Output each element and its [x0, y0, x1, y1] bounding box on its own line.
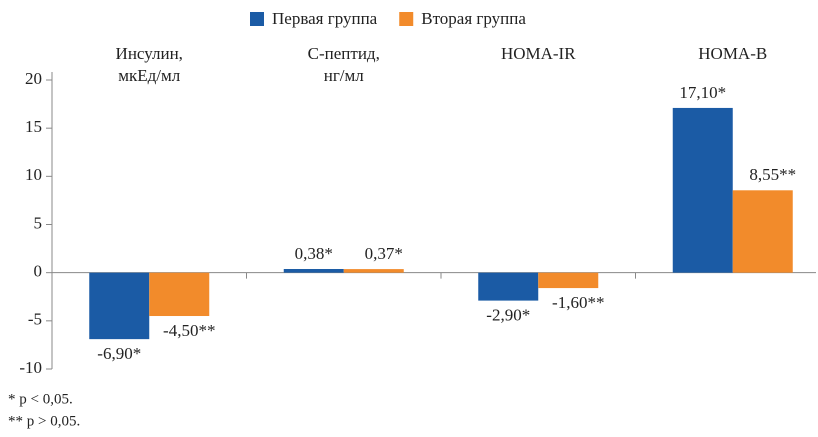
bar	[283, 269, 344, 273]
category-label: HOMA-IR	[501, 44, 576, 63]
legend-swatch	[250, 12, 264, 26]
y-tick-label: -10	[19, 358, 42, 377]
value-label: -2,90*	[486, 306, 530, 325]
y-tick-label: 15	[25, 117, 42, 136]
value-label: -4,50**	[163, 321, 215, 340]
value-label: 8,55**	[749, 165, 796, 184]
legend-swatch	[399, 12, 414, 26]
category-line: С-пептид,	[308, 44, 380, 63]
y-tick-label: 0	[34, 262, 43, 281]
category-label: С-пептид, нг/мл	[308, 44, 380, 85]
y-tick-label: -5	[28, 310, 42, 329]
value-label: 17,10*	[679, 83, 726, 102]
note: ** p > 0,05.	[8, 413, 80, 429]
value-label: 0,37*	[365, 244, 403, 263]
category-line: HOMA-IR	[501, 44, 576, 63]
note: * p < 0,05.	[8, 391, 73, 407]
bar	[89, 272, 150, 340]
value-label: 0,38*	[295, 244, 333, 263]
y-tick-label: 5	[34, 213, 43, 232]
category-line: Инсулин,	[116, 44, 183, 63]
bar	[343, 269, 404, 273]
category-line: HOMA-B	[698, 44, 767, 63]
category-label: HOMA-B	[698, 44, 767, 63]
category-line: нг/мл	[324, 66, 365, 85]
value-label: -1,60**	[552, 293, 604, 312]
category-line: мкЕд/мл	[118, 66, 181, 85]
legend-label: Вторая группа	[421, 9, 526, 28]
value-label: -6,90*	[97, 344, 141, 363]
y-tick-label: 10	[25, 165, 42, 184]
bar	[149, 272, 210, 317]
bar	[478, 272, 539, 301]
y-tick-label: 20	[25, 69, 42, 88]
category-label: Инсулин, мкЕд/мл	[116, 44, 183, 85]
bar	[538, 272, 599, 289]
bar	[672, 107, 733, 273]
legend-label: Первая группа	[272, 9, 378, 28]
bar	[732, 190, 793, 273]
